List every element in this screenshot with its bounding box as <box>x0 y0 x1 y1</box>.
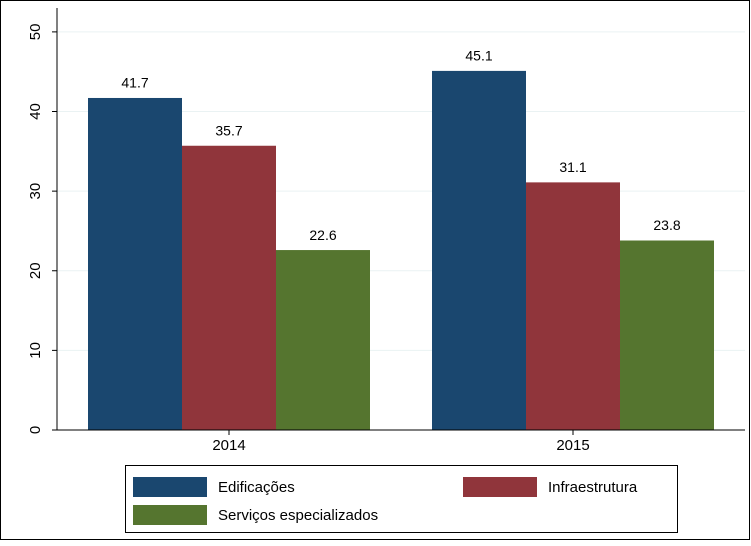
x-tick-label: 2014 <box>212 437 245 454</box>
y-tick-label: 50 <box>27 24 44 41</box>
bar <box>620 240 714 430</box>
value-label: 45.1 <box>465 48 492 64</box>
legend-box <box>125 465 678 533</box>
y-tick-label: 0 <box>27 426 44 434</box>
legend-swatch <box>133 505 207 525</box>
value-label: 35.7 <box>215 122 242 138</box>
x-tick-label: 2015 <box>556 437 589 454</box>
bar <box>88 97 182 431</box>
bar <box>526 182 620 430</box>
y-tick-label: 20 <box>27 262 44 279</box>
bar <box>432 70 526 430</box>
y-tick-label: 40 <box>27 103 44 120</box>
y-tick-label: 10 <box>27 342 44 359</box>
value-label: 41.7 <box>121 75 148 91</box>
bar <box>182 145 276 430</box>
bar <box>276 250 370 430</box>
value-label: 23.8 <box>653 217 680 233</box>
legend-label: Edificações <box>218 479 295 496</box>
legend-label: Serviços especializados <box>218 507 378 524</box>
value-label: 31.1 <box>559 159 586 175</box>
legend-swatch <box>463 477 537 497</box>
legend-swatch <box>133 477 207 497</box>
y-tick-label: 30 <box>27 183 44 200</box>
value-label: 22.6 <box>309 227 336 243</box>
legend-label: Infraestrutura <box>548 479 638 496</box>
